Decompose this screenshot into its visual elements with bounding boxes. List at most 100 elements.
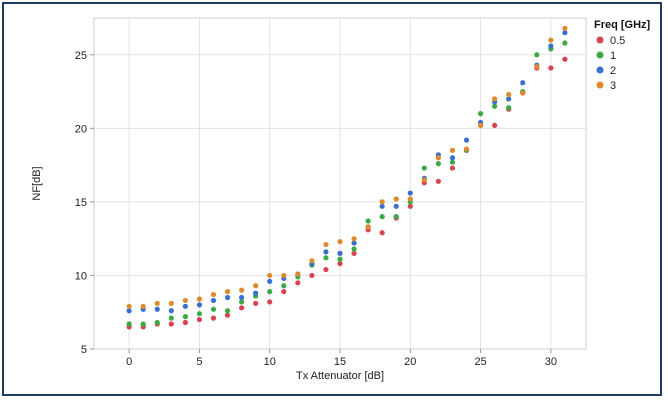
data-point-series-2 xyxy=(351,240,357,246)
data-point-series-2 xyxy=(323,249,329,255)
data-point-series-0 xyxy=(196,316,203,323)
data-point-series-1 xyxy=(393,214,399,220)
data-point-series-0 xyxy=(449,165,456,171)
y-tick-label: 15 xyxy=(75,197,87,209)
data-point-series-1 xyxy=(126,321,132,327)
x-tick-label: 5 xyxy=(196,356,202,368)
x-tick-label: 25 xyxy=(474,356,486,368)
legend-marker xyxy=(596,36,604,44)
data-point-series-3 xyxy=(323,241,329,248)
data-point-series-1 xyxy=(534,52,540,58)
data-point-series-0 xyxy=(309,272,315,279)
legend-marker xyxy=(596,51,604,59)
x-tick-label: 10 xyxy=(264,356,276,368)
y-tick-label: 25 xyxy=(75,50,87,62)
data-point-series-3 xyxy=(421,177,427,183)
data-point-series-1 xyxy=(351,246,357,252)
data-point-series-0 xyxy=(492,122,498,128)
data-point-series-2 xyxy=(393,203,399,209)
data-point-series-0 xyxy=(224,312,231,318)
data-point-series-2 xyxy=(337,250,343,256)
data-point-series-3 xyxy=(239,287,245,293)
data-point-series-1 xyxy=(365,218,371,224)
data-point-series-1 xyxy=(492,103,498,109)
legend-marker xyxy=(596,66,604,74)
data-point-series-3 xyxy=(449,147,456,153)
x-tick-label: 20 xyxy=(404,356,416,368)
data-point-series-0 xyxy=(253,300,259,306)
data-point-series-3 xyxy=(562,25,568,31)
data-point-series-2 xyxy=(253,290,259,296)
data-point-series-3 xyxy=(281,272,287,279)
data-point-series-3 xyxy=(407,196,413,202)
data-point-series-2 xyxy=(210,297,217,304)
y-tick-label: 5 xyxy=(81,344,87,356)
data-point-series-3 xyxy=(477,122,484,128)
data-point-series-1 xyxy=(421,165,427,171)
data-point-series-0 xyxy=(281,289,287,295)
grid xyxy=(94,18,586,350)
data-point-series-3 xyxy=(435,155,441,161)
data-point-series-2 xyxy=(154,306,160,312)
data-point-series-0 xyxy=(168,321,174,327)
data-point-series-3 xyxy=(365,224,371,230)
data-point-series-0 xyxy=(182,319,188,326)
data-point-series-2 xyxy=(168,308,174,314)
data-point-series-3 xyxy=(210,291,217,298)
data-point-series-1 xyxy=(224,308,231,314)
data-point-series-0 xyxy=(267,299,273,305)
data-point-series-2 xyxy=(562,30,568,36)
data-point-series-3 xyxy=(351,236,357,242)
data-point-series-3 xyxy=(267,272,273,279)
y-tick-label: 20 xyxy=(75,123,87,135)
data-point-series-1 xyxy=(379,214,385,220)
legend-label: 0.5 xyxy=(610,35,625,47)
data-point-series-0 xyxy=(548,65,554,71)
data-point-series-1 xyxy=(435,161,441,167)
data-point-series-3 xyxy=(196,296,203,302)
data-point-series-3 xyxy=(506,91,512,98)
data-point-series-1 xyxy=(506,105,512,111)
data-point-series-1 xyxy=(182,314,188,320)
legend[interactable]: Freq [GHz] 0.5 1 2 3 xyxy=(594,19,651,92)
data-point-series-0 xyxy=(239,305,245,311)
data-point-series-0 xyxy=(407,203,413,209)
data-point-series-3 xyxy=(154,300,160,306)
legend-label: 1 xyxy=(610,50,616,62)
data-point-series-1 xyxy=(239,299,245,305)
legend-label: 3 xyxy=(610,80,616,92)
data-point-series-3 xyxy=(534,63,540,70)
data-point-series-3 xyxy=(295,271,301,277)
data-point-series-3 xyxy=(168,300,174,306)
data-point-series-3 xyxy=(224,289,231,295)
data-point-series-2 xyxy=(267,278,273,284)
data-point-series-1 xyxy=(154,319,160,326)
data-point-series-2 xyxy=(548,43,554,49)
y-tick-label: 10 xyxy=(75,270,87,282)
data-point-series-1 xyxy=(140,321,146,327)
data-point-series-2 xyxy=(239,294,245,301)
data-point-series-1 xyxy=(196,311,203,317)
data-point-series-0 xyxy=(295,280,301,286)
x-tick-label: 0 xyxy=(126,356,132,368)
data-point-series-3 xyxy=(520,90,526,96)
data-point-series-3 xyxy=(337,239,343,245)
data-point-series-0 xyxy=(323,266,329,273)
legend-marker xyxy=(596,81,604,89)
data-point-series-2 xyxy=(224,294,231,301)
data-point-series-3 xyxy=(253,283,259,289)
data-point-series-0 xyxy=(562,56,568,62)
data-point-series-1 xyxy=(562,40,568,46)
scatter-chart: 0 5 10 15 20 25 30 5 10 15 20 25 Tx Attenuator [dB]… xyxy=(31,17,651,382)
data-point-series-1 xyxy=(449,159,456,165)
data-point-series-1 xyxy=(477,111,484,117)
data-point-series-2 xyxy=(449,155,456,161)
y-axis-title: NF[dB] xyxy=(31,166,43,200)
data-point-series-3 xyxy=(379,199,385,205)
data-point-series-2 xyxy=(379,203,385,209)
x-axis-title: Tx Attenuator [dB] xyxy=(296,370,384,382)
axis-ticks: 0 5 10 15 20 25 30 5 10 15 20 25 xyxy=(75,50,557,368)
data-point-series-3 xyxy=(393,196,399,202)
data-point-series-1 xyxy=(323,255,329,261)
data-point-series-2 xyxy=(463,137,470,143)
